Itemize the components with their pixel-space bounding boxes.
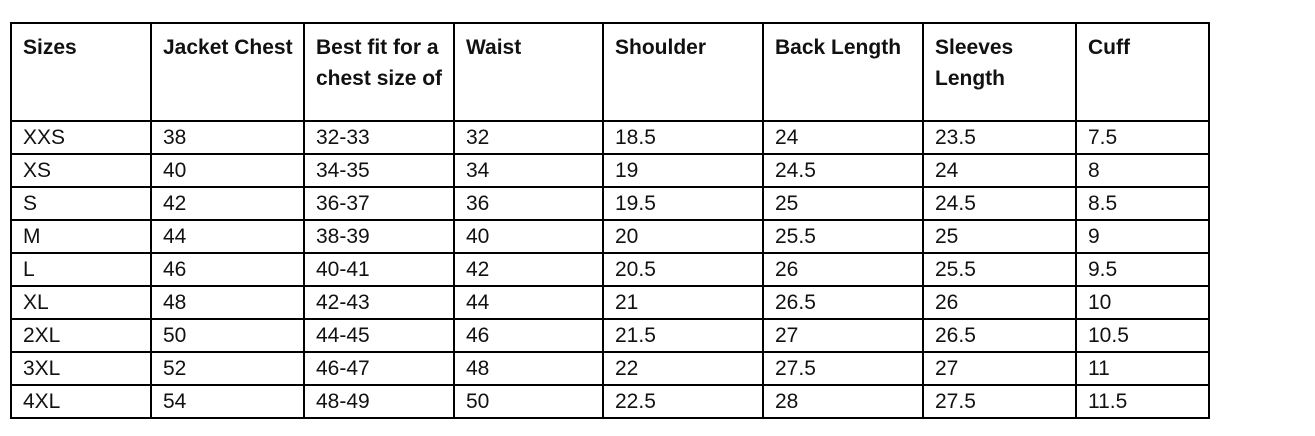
table-cell: 48 [453,351,604,386]
table-cell: 22 [602,351,764,386]
table-cell: 28 [762,384,924,419]
table-cell: 40 [150,153,305,188]
table-cell: 44 [453,285,604,320]
table-cell: 44 [150,219,305,254]
table-cell: 42 [150,186,305,221]
table-cell: 18.5 [602,120,764,155]
size-label: 2XL [10,318,152,353]
table-cell: 21 [602,285,764,320]
table-cell: 40-41 [303,252,455,287]
table-cell: 10.5 [1075,318,1210,353]
table-cell: 34 [453,153,604,188]
table-cell: 50 [150,318,305,353]
table-cell: 27.5 [922,384,1077,419]
table-row-m: M 44 38-39 40 20 25.5 25 9 [10,219,1210,254]
header-back-length: Back Length [762,22,924,122]
table-cell: 8 [1075,153,1210,188]
table-cell: 26 [762,252,924,287]
table-cell: 23.5 [922,120,1077,155]
size-label: M [10,219,152,254]
table-cell: 24.5 [922,186,1077,221]
table-cell: 27.5 [762,351,924,386]
table-cell: 10 [1075,285,1210,320]
table-cell: 34-35 [303,153,455,188]
table-cell: 50 [453,384,604,419]
table-cell: 54 [150,384,305,419]
table-cell: 24 [922,153,1077,188]
table-cell: 25.5 [922,252,1077,287]
table-cell: 8.5 [1075,186,1210,221]
table-cell: 36-37 [303,186,455,221]
table-cell: 48 [150,285,305,320]
table-row-l: L 46 40-41 42 20.5 26 25.5 9.5 [10,252,1210,287]
table-cell: 27 [762,318,924,353]
table-cell: 27 [922,351,1077,386]
table-cell: 26.5 [922,318,1077,353]
size-label: XS [10,153,152,188]
table-cell: 22.5 [602,384,764,419]
table-row-xxs: XXS 38 32-33 32 18.5 24 23.5 7.5 [10,120,1210,155]
table-row-s: S 42 36-37 36 19.5 25 24.5 8.5 [10,186,1210,221]
table-cell: 21.5 [602,318,764,353]
size-label: XXS [10,120,152,155]
header-best-fit-for-a-chest-size-of: Best fit for a chest size of [303,22,455,122]
table-cell: 44-45 [303,318,455,353]
table-row-2xl: 2XL 50 44-45 46 21.5 27 26.5 10.5 [10,318,1210,353]
size-label: S [10,186,152,221]
table-cell: 19 [602,153,764,188]
table-cell: 9.5 [1075,252,1210,287]
header-row: Sizes Jacket Chest Best fit for a chest s… [10,22,1210,122]
table-row-4xl: 4XL 54 48-49 50 22.5 28 27.5 11.5 [10,384,1210,419]
table-cell: 11 [1075,351,1210,386]
table-cell: 48-49 [303,384,455,419]
size-label: XL [10,285,152,320]
table-cell: 20 [602,219,764,254]
header-shoulder: Shoulder [602,22,764,122]
table-cell: 25.5 [762,219,924,254]
table-cell: 9 [1075,219,1210,254]
table-cell: 26 [922,285,1077,320]
size-label: 4XL [10,384,152,419]
table-cell: 38 [150,120,305,155]
table-cell: 20.5 [602,252,764,287]
table-cell: 42-43 [303,285,455,320]
table-cell: 11.5 [1075,384,1210,419]
table-cell: 7.5 [1075,120,1210,155]
table-row-xs: XS 40 34-35 34 19 24.5 24 8 [10,153,1210,188]
table-row-xl: XL 48 42-43 44 21 26.5 26 10 [10,285,1210,320]
table-cell: 32-33 [303,120,455,155]
size-chart-header: Sizes Jacket Chest Best fit for a chest s… [10,22,1210,122]
size-chart-table: Sizes Jacket Chest Best fit for a chest s… [10,22,1210,419]
table-cell: 46 [453,318,604,353]
header-cuff: Cuff [1075,22,1210,122]
header-waist: Waist [453,22,604,122]
header-sleeves-length: Sleeves Length [922,22,1077,122]
table-cell: 52 [150,351,305,386]
table-cell: 24 [762,120,924,155]
table-cell: 40 [453,219,604,254]
table-cell: 32 [453,120,604,155]
size-label: L [10,252,152,287]
table-cell: 24.5 [762,153,924,188]
size-chart-body: XXS 38 32-33 32 18.5 24 23.5 7.5 XS 40 34-35 34 19 24… [10,120,1210,419]
size-label: 3XL [10,351,152,386]
table-cell: 38-39 [303,219,455,254]
header-jacket-chest: Jacket Chest [150,22,305,122]
table-cell: 46 [150,252,305,287]
header-sizes: Sizes [10,22,152,122]
table-cell: 46-47 [303,351,455,386]
table-cell: 19.5 [602,186,764,221]
table-row-3xl: 3XL 52 46-47 48 22 27.5 27 11 [10,351,1210,386]
table-cell: 25 [762,186,924,221]
table-cell: 25 [922,219,1077,254]
table-cell: 36 [453,186,604,221]
table-cell: 42 [453,252,604,287]
table-cell: 26.5 [762,285,924,320]
